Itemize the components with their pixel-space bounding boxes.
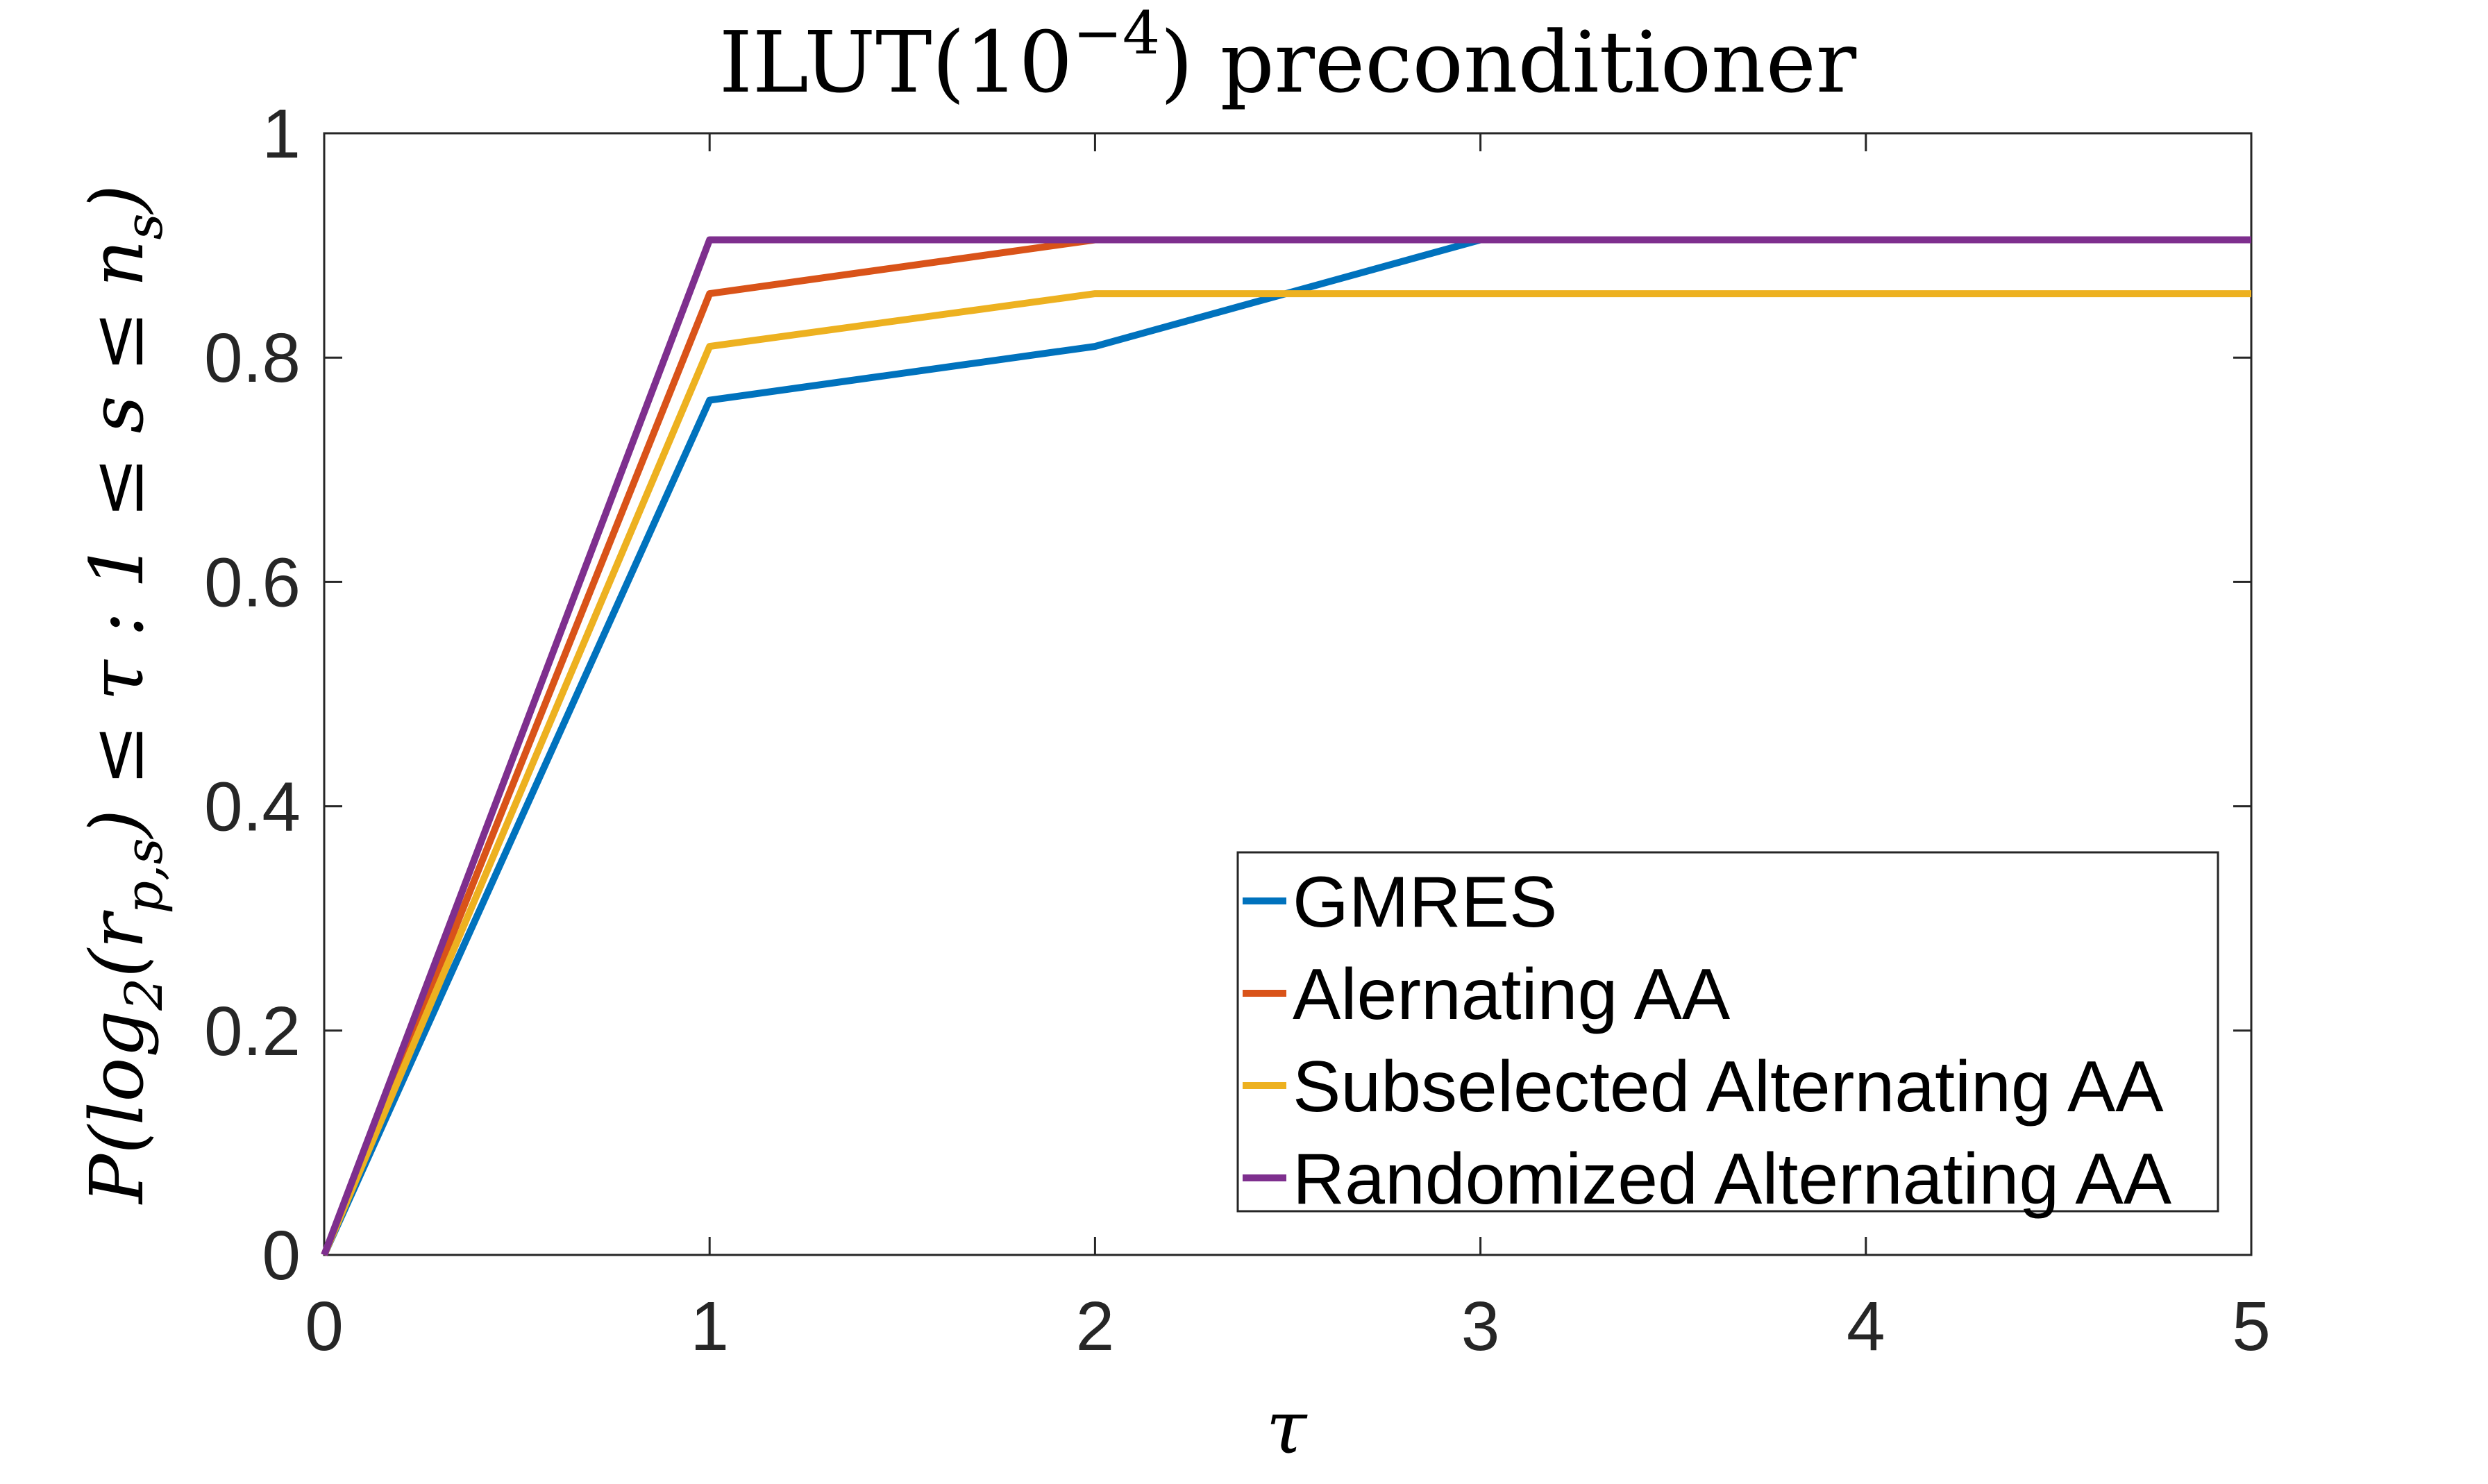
series-line-randomized-alternating-aa [321, 236, 2251, 1256]
label-text: (r [74, 910, 160, 977]
plot-border [323, 132, 2253, 1256]
label-text: ) ≤ τ : 1 ≤ s ≤ n [74, 239, 160, 839]
series-line-subselected-alternating-aa [321, 290, 2251, 1256]
label-text: τ [1266, 1385, 1309, 1470]
x-axis-label: τ [1266, 1385, 1309, 1470]
chart-title: ILUT(10−4) preconditioner [719, 0, 1857, 112]
y-tick-label: 0.2 [204, 993, 301, 1070]
y-tick-label: 0 [262, 1217, 301, 1295]
legend-items: GMRES Alernating AA Subselected Alternatin… [1243, 862, 2172, 1220]
x-axis-tick-labels: 0 1 2 3 4 5 [305, 1288, 2271, 1365]
legend-entry-label: Subselected Alternating AA [1293, 1047, 2164, 1127]
label-text: ILUT(10 [719, 13, 1073, 112]
legend-entry-label: Randomized Alternating AA [1293, 1139, 2172, 1220]
legend-border [1236, 851, 2219, 1213]
y-tick-label: 0.8 [204, 319, 301, 397]
label-text: ) preconditioner [1160, 13, 1857, 112]
y-tick-label: 0.6 [204, 543, 301, 621]
subscript-text: p,s [115, 838, 174, 913]
x-tick-label: 4 [1847, 1288, 1885, 1365]
subscript-text: 2 [115, 978, 174, 1011]
superscript-text: −4 [1073, 0, 1160, 68]
y-axis-label: P(log2(rp,s) ≤ τ : 1 ≤ s ≤ ns) [74, 185, 174, 1205]
label-text: ) [74, 185, 160, 214]
x-tick-label: 5 [2232, 1288, 2271, 1365]
x-tick-label: 2 [1076, 1288, 1115, 1365]
y-axis-tick-labels: 0 0.2 0.4 0.6 0.8 1 [204, 95, 301, 1295]
axes-box [323, 132, 2253, 1256]
y-tick-label: 0.4 [204, 768, 301, 846]
x-tick-label: 1 [690, 1288, 729, 1365]
series-lines [321, 236, 2251, 1257]
legend: GMRES Alernating AA Subselected Alternatin… [1236, 851, 2219, 1220]
x-tick-label: 0 [305, 1288, 344, 1365]
legend-entry-label: Alernating AA [1293, 954, 1731, 1035]
x-tick-label: 3 [1461, 1288, 1500, 1365]
y-tick-label: 1 [262, 95, 301, 173]
subscript-text: s [115, 213, 174, 239]
legend-entry-label: GMRES [1293, 862, 1557, 943]
label-text: P(log [74, 1011, 160, 1205]
